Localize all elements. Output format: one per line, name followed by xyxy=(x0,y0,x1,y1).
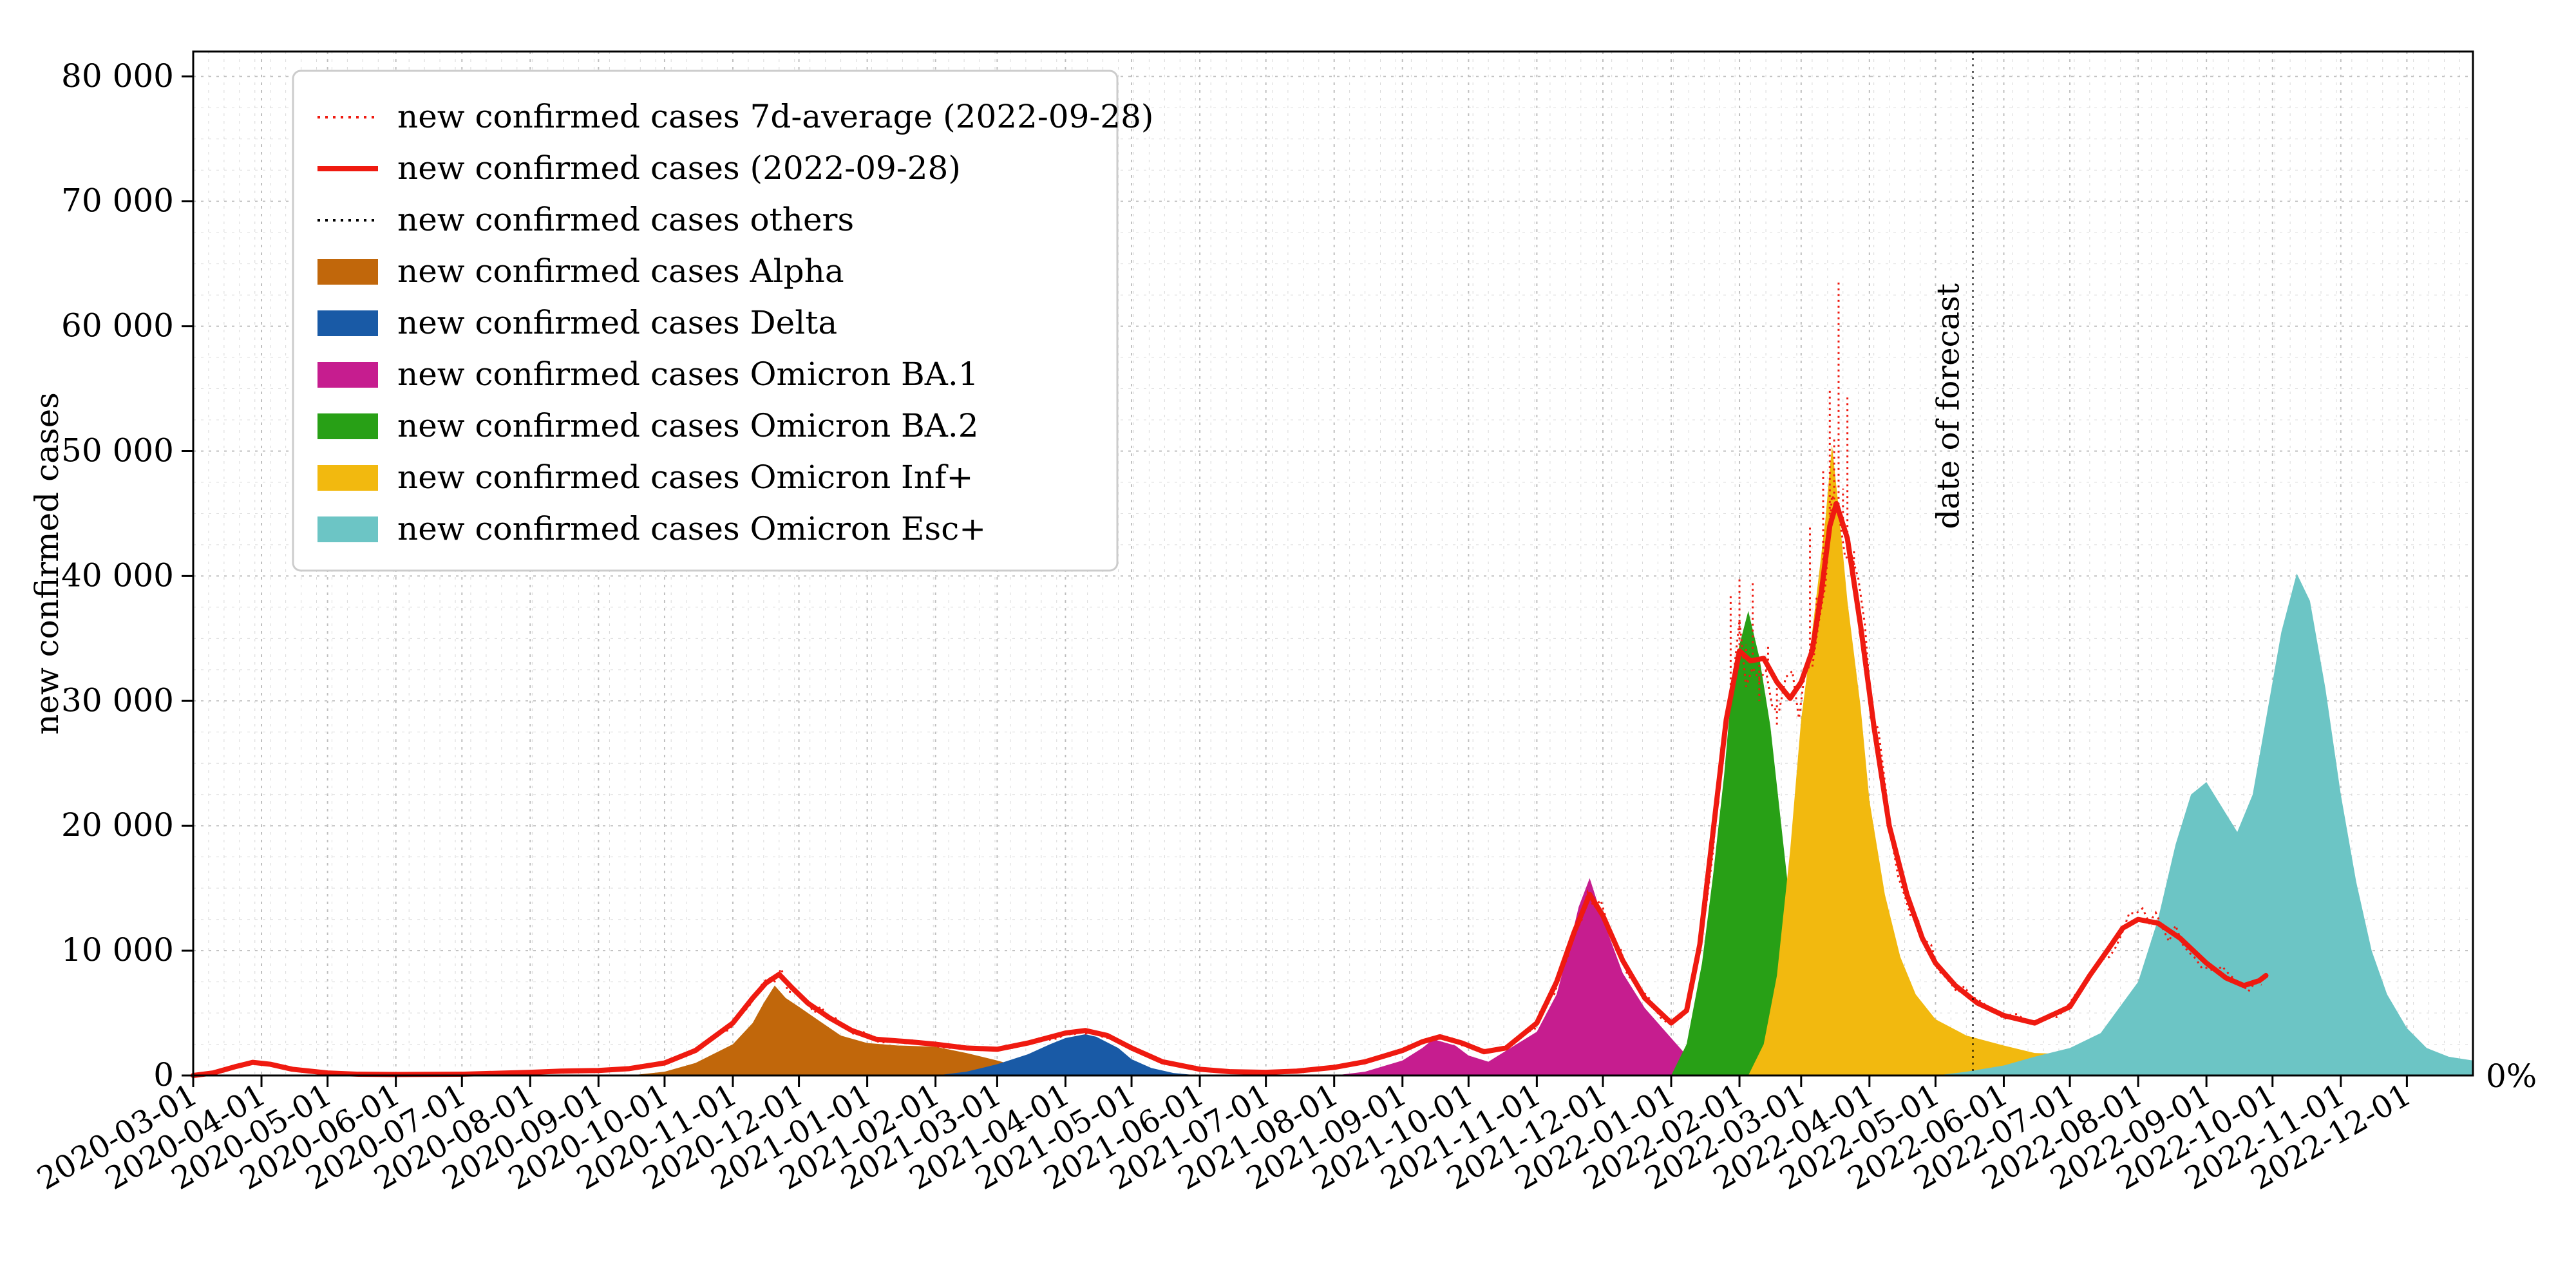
y-tick-label: 20 000 xyxy=(61,806,174,844)
right-zero-percent-label: 0% xyxy=(2486,1057,2537,1095)
legend-swatch xyxy=(317,465,378,491)
y-tick-label: 30 000 xyxy=(61,681,174,719)
legend-label: new confirmed cases Delta xyxy=(397,304,837,341)
legend-swatch xyxy=(317,310,378,336)
y-tick-label: 50 000 xyxy=(61,431,174,469)
legend-swatch xyxy=(317,362,378,388)
legend-label: new confirmed cases Omicron Esc+ xyxy=(397,510,986,547)
forecast-date-label: date of forecast xyxy=(1931,283,1967,529)
y-tick-label: 80 000 xyxy=(61,57,174,95)
chart-container: date of forecast010 00020 00030 00040 00… xyxy=(0,0,2576,1288)
y-tick-label: 40 000 xyxy=(61,556,174,594)
y-axis-label: new confirmed cases xyxy=(28,392,66,735)
legend-label: new confirmed cases Alpha xyxy=(397,252,844,290)
legend-label: new confirmed cases (2022-09-28) xyxy=(397,149,961,187)
legend-label: new confirmed cases others xyxy=(397,201,854,238)
area-omicron-esc- xyxy=(1935,574,2473,1075)
legend-label: new confirmed cases Omicron BA.1 xyxy=(397,355,979,393)
legend: new confirmed cases 7d-average (2022-09-… xyxy=(293,71,1153,571)
y-tick-label: 60 000 xyxy=(61,307,174,345)
area-omicron-ba-1 xyxy=(1334,878,1739,1075)
y-tick-label: 70 000 xyxy=(61,182,174,220)
legend-label: new confirmed cases 7d-average (2022-09-… xyxy=(397,98,1153,135)
legend-label: new confirmed cases Omicron BA.2 xyxy=(397,407,979,444)
legend-swatch xyxy=(317,516,378,542)
legend-swatch xyxy=(317,413,378,439)
covid-variants-stacked-area-chart: date of forecast010 00020 00030 00040 00… xyxy=(0,0,2576,1288)
y-tick-label: 10 000 xyxy=(61,931,174,969)
legend-label: new confirmed cases Omicron Inf+ xyxy=(397,459,973,496)
legend-swatch xyxy=(317,259,378,285)
